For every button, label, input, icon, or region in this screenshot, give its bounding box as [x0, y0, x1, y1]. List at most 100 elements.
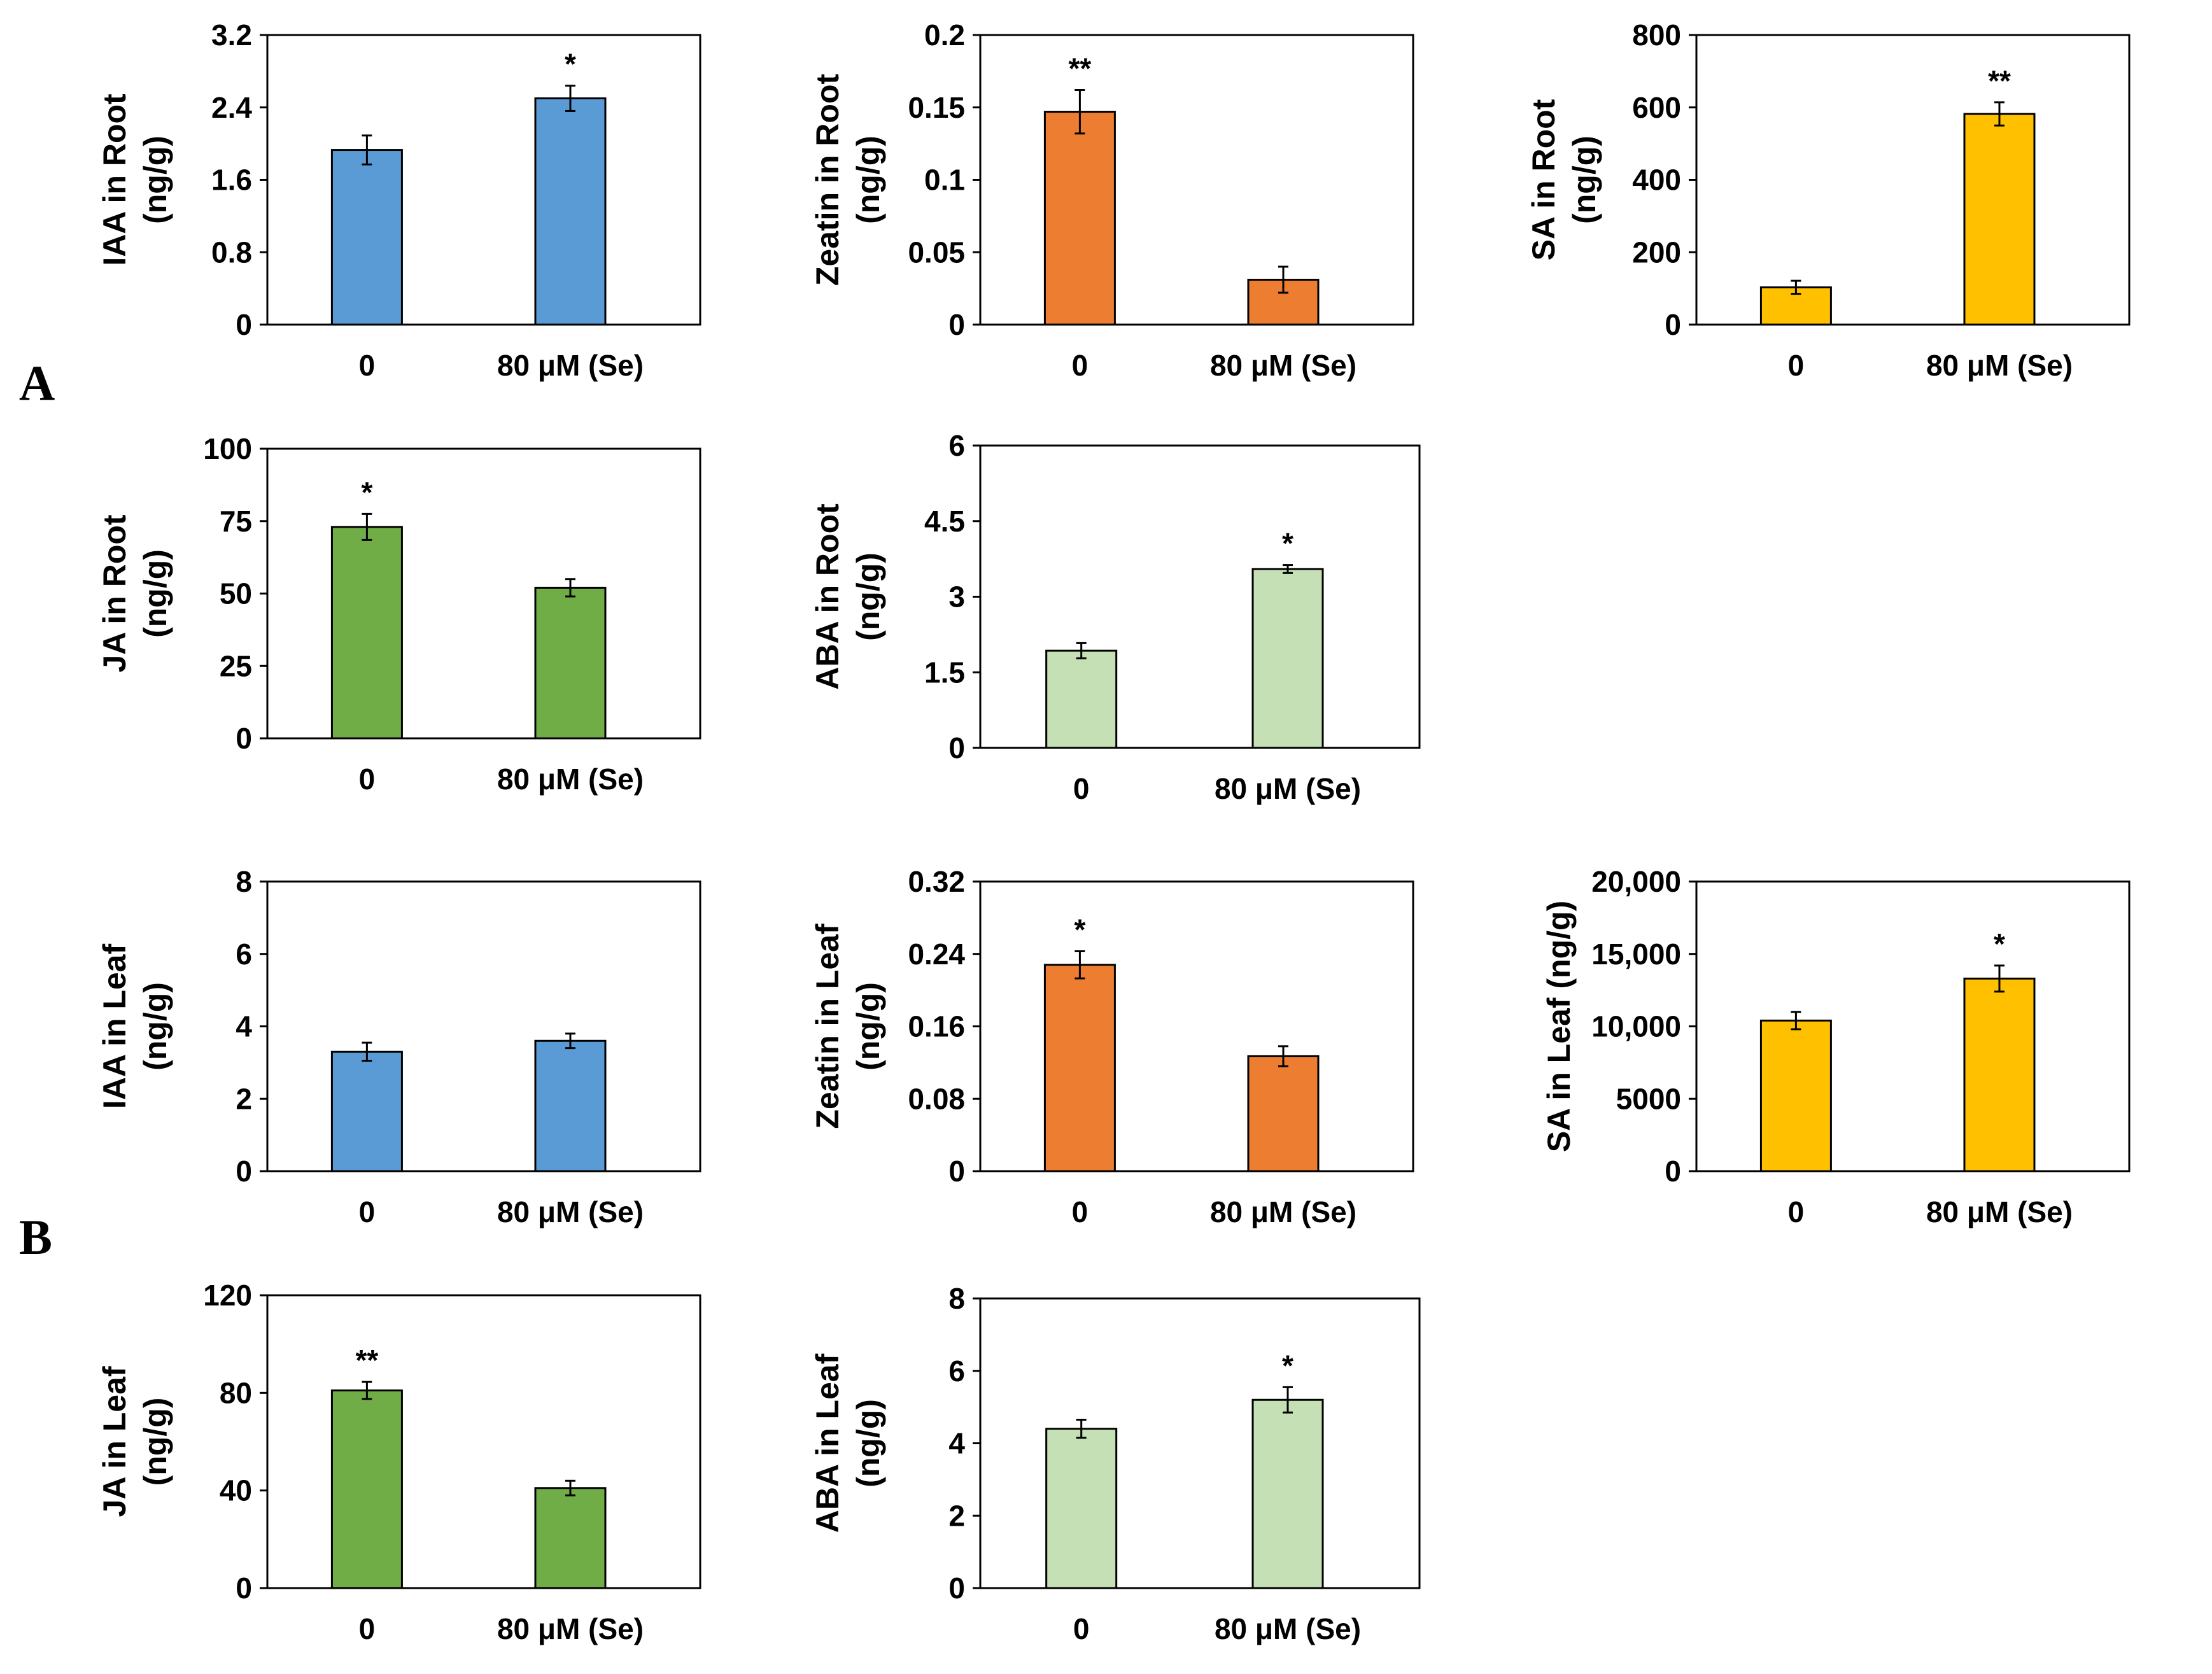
y-tick-label: 4 — [948, 1427, 965, 1460]
bar — [1045, 649, 1118, 749]
y-tick-label: 0.32 — [908, 865, 965, 898]
x-category-label: 0 — [1073, 772, 1090, 805]
x-category-label: 0 — [1788, 349, 1805, 382]
y-axis-label: IAA in Root (ng/g) — [97, 94, 173, 266]
y-tick-label: 25 — [220, 649, 252, 682]
y-tick-label: 10,000 — [1591, 1010, 1681, 1043]
bar — [1043, 964, 1116, 1172]
x-category-label: 80 μM (Se) — [1215, 1612, 1361, 1645]
x-category-label: 0 — [359, 763, 376, 796]
plot-frame — [1695, 34, 2131, 326]
x-category-label: 0 — [359, 1195, 376, 1228]
y-axis-label: SA in Leaf (ng/g) — [1541, 901, 1577, 1152]
y-tick-label: 800 — [1632, 18, 1681, 52]
chart-3: 0 200 400 600 800 SA in Root (ng/g) 0 ** 80 μM (S… — [1526, 18, 2131, 382]
chart-5: 0 1.5 3 4.5 6 ABA in Root (ng/g) 0 * 80 μM (Se) — [810, 429, 1421, 805]
x-category-label: 80 μM (Se) — [497, 1612, 644, 1645]
significance-mark: * — [1994, 927, 2005, 960]
chart-4: 0 25 50 75 100 JA in Root (ng/g) * 0 80 μM (Se) — [97, 432, 701, 796]
chart-10: 0 2 4 6 8 ABA in Leaf (ng/g) 0 * 80 μM (Se) — [810, 1282, 1421, 1645]
significance-mark: ** — [1988, 64, 2011, 97]
y-axis-label: ABA in Leaf (ng/g) — [810, 1353, 886, 1533]
panel-label-a: A — [19, 355, 55, 411]
y-tick-label: 3 — [948, 580, 965, 614]
y-tick-label: 1.6 — [211, 164, 252, 197]
y-tick-label: 200 — [1632, 236, 1681, 269]
y-tick-label: 0.15 — [908, 91, 965, 124]
significance-mark: * — [361, 475, 372, 509]
y-tick-label: 8 — [236, 865, 252, 898]
x-category-label: 0 — [1072, 1195, 1088, 1228]
y-tick-label: 0 — [236, 1572, 252, 1605]
y-tick-label: 0.05 — [908, 236, 965, 269]
y-tick-label: 4 — [236, 1010, 252, 1043]
y-tick-label: 400 — [1632, 164, 1681, 197]
plot-frame — [266, 1294, 701, 1589]
y-tick-label: 3.2 — [211, 18, 252, 52]
y-tick-label: 0 — [236, 308, 252, 341]
bar — [330, 1389, 403, 1589]
x-category-label: 80 μM (Se) — [1926, 349, 2073, 382]
bar — [1247, 1055, 1320, 1172]
y-axis-label: SA in Root (ng/g) — [1526, 99, 1602, 260]
bar — [1251, 1398, 1324, 1589]
y-tick-label: 6 — [948, 429, 965, 462]
bar — [330, 149, 403, 326]
x-category-label: 80 μM (Se) — [497, 763, 644, 796]
y-tick-label: 0 — [236, 1155, 252, 1188]
bar — [330, 1050, 403, 1172]
significance-mark: * — [565, 48, 576, 81]
y-tick-label: 4.5 — [924, 505, 965, 538]
x-category-label: 0 — [1788, 1195, 1805, 1228]
y-tick-label: 0 — [236, 722, 252, 755]
bar — [534, 1039, 607, 1172]
y-tick-label: 6 — [948, 1354, 965, 1388]
y-axis-label: Zeatin in Leaf (ng/g) — [810, 924, 886, 1129]
x-category-label: 0 — [359, 1612, 376, 1645]
x-category-label: 80 μM (Se) — [1926, 1195, 2073, 1228]
bar — [534, 586, 607, 740]
y-tick-label: 15,000 — [1591, 938, 1681, 971]
chart-1: 0 0.8 1.6 2.4 3.2 IAA in Root (ng/g) 0 * 80 μM (S… — [97, 18, 701, 382]
y-tick-label: 120 — [203, 1279, 252, 1312]
bar — [1045, 1428, 1118, 1589]
x-category-label: 0 — [359, 349, 376, 382]
y-axis-label: IAA in Leaf (ng/g) — [97, 944, 173, 1109]
x-category-label: 80 μM (Se) — [497, 1195, 644, 1228]
bar — [1043, 111, 1116, 326]
y-tick-label: 6 — [236, 938, 252, 971]
y-tick-label: 5000 — [1616, 1082, 1681, 1115]
y-tick-label: 0 — [948, 1155, 965, 1188]
x-category-label: 80 μM (Se) — [1215, 772, 1361, 805]
chart-7: 0 0.08 0.16 0.24 0.32 Zeatin in Leaf (ng/g) * 0 8… — [810, 865, 1414, 1228]
y-tick-label: 50 — [220, 577, 252, 610]
panel-label-b: B — [19, 1209, 52, 1265]
y-tick-label: 8 — [948, 1282, 965, 1315]
bar — [1963, 113, 2036, 326]
y-tick-label: 0.1 — [924, 164, 965, 197]
bar — [330, 526, 403, 740]
y-axis-label: JA in Root (ng/g) — [97, 514, 173, 672]
y-axis-label: ABA in Root (ng/g) — [810, 503, 886, 690]
x-category-label: 0 — [1073, 1612, 1090, 1645]
x-category-label: 80 μM (Se) — [497, 349, 644, 382]
y-tick-label: 0.08 — [908, 1082, 965, 1115]
significance-mark: * — [1282, 527, 1293, 560]
y-tick-label: 100 — [203, 432, 252, 465]
y-tick-label: 0 — [948, 1572, 965, 1605]
chart-8: 0 5000 10,000 15,000 20,000 SA in Leaf (ng/g)… — [1541, 865, 2131, 1228]
bar — [1251, 568, 1324, 749]
x-category-label: 80 μM (Se) — [1210, 1195, 1356, 1228]
y-tick-label: 0 — [1665, 308, 1681, 341]
y-tick-label: 0.24 — [908, 938, 965, 971]
bar — [1963, 977, 2036, 1172]
y-tick-label: 2 — [948, 1499, 965, 1532]
y-tick-label: 0.2 — [924, 18, 965, 52]
bar — [1759, 1019, 1832, 1172]
bar — [534, 97, 607, 326]
y-axis-label: JA in Leaf (ng/g) — [97, 1366, 173, 1517]
x-category-label: 80 μM (Se) — [1210, 349, 1356, 382]
bar — [534, 1487, 607, 1589]
y-tick-label: 0 — [1665, 1155, 1681, 1188]
